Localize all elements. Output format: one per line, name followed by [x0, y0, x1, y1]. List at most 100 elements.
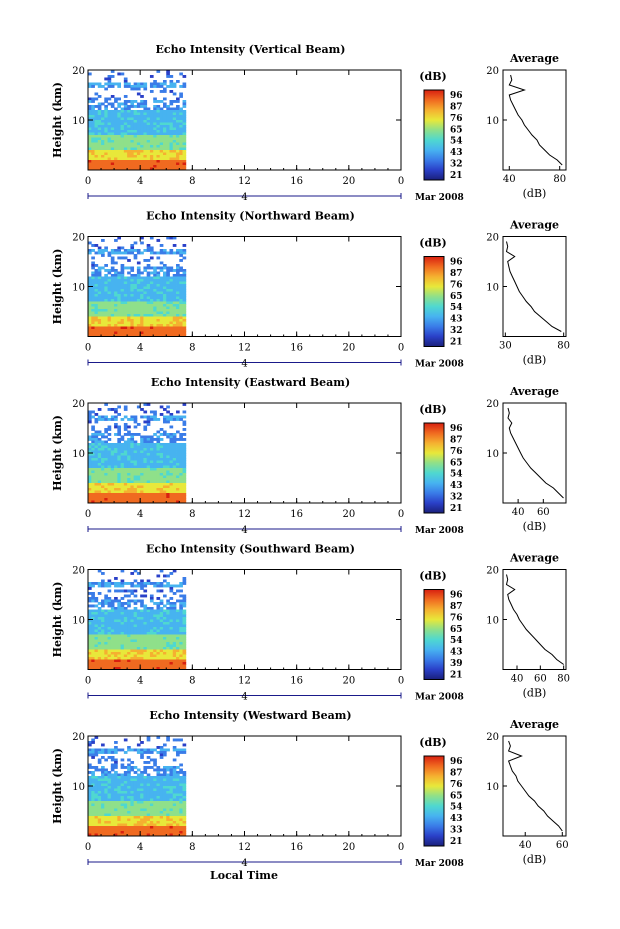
- heatmap-cell: [88, 659, 92, 663]
- heatmap-cell: [166, 107, 170, 111]
- heatmap-cell: [182, 652, 187, 655]
- heatmap-cell: [94, 301, 99, 305]
- heatmap-cell: [182, 818, 187, 822]
- heatmap-cell: [153, 276, 157, 280]
- heatmap-cell: [130, 818, 135, 822]
- heatmap-cell: [153, 157, 157, 161]
- heatmap-cell: [97, 632, 102, 635]
- heatmap-cell: [182, 155, 187, 158]
- heatmap-cell: [110, 463, 115, 466]
- heatmap-cell: [153, 294, 157, 297]
- heatmap-cell: [153, 132, 157, 136]
- heatmap-cell: [153, 445, 157, 449]
- heatmap-cell: [127, 430, 131, 434]
- heatmap-cell: [149, 120, 154, 123]
- heatmap-cell: [107, 306, 112, 310]
- heatmap-cell: [97, 612, 102, 615]
- heatmap-cell: [88, 438, 92, 441]
- heatmap-cell: [123, 281, 128, 285]
- heatmap-cell: [88, 289, 92, 292]
- heatmap-cell: [110, 488, 115, 491]
- heatmap-cell: [117, 465, 121, 469]
- heatmap-cell: [133, 448, 138, 451]
- heatmap-cell: [179, 478, 183, 481]
- heatmap-cell: [97, 500, 102, 504]
- heatmap-cell: [172, 637, 177, 640]
- heatmap-cell: [94, 319, 99, 322]
- heatmap-cell: [88, 418, 92, 421]
- heatmap-cell: [166, 319, 170, 322]
- heatmap-cell: [127, 773, 131, 777]
- heatmap-cell: [91, 291, 95, 295]
- heatmap-cell: [94, 753, 99, 757]
- heatmap-cell: [97, 125, 102, 128]
- heatmap-cell: [127, 329, 131, 332]
- heatmap-cell: [159, 321, 164, 325]
- heatmap-cell: [172, 236, 177, 240]
- heatmap-cell: [162, 463, 167, 466]
- heatmap-cell: [88, 654, 92, 658]
- heatmap-cell: [159, 584, 164, 588]
- heatmap-cell: [91, 619, 95, 623]
- heatmap-cell: [153, 637, 157, 640]
- heatmap-cell: [94, 281, 99, 285]
- heatmap-cell: [94, 654, 99, 658]
- heatmap-cell: [127, 107, 131, 111]
- heatmap-cell: [179, 642, 183, 645]
- heatmap-cell: [123, 152, 128, 156]
- heatmap-cell: [166, 301, 170, 305]
- heatmap-cell: [156, 85, 161, 88]
- heatmap-cell: [120, 498, 125, 501]
- heatmap-cell: [133, 112, 138, 116]
- heatmap-cell: [104, 105, 108, 108]
- heatmap-cell: [97, 781, 102, 784]
- heatmap-cell: [156, 142, 161, 146]
- heatmap-cell: [162, 475, 167, 479]
- heatmap-cell: [120, 246, 125, 250]
- heatmap-cell: [159, 768, 164, 772]
- heatmap-cell: [133, 249, 138, 252]
- heatmap-cell: [97, 811, 102, 814]
- heatmap-cell: [94, 639, 99, 643]
- heatmap-cell: [143, 259, 148, 262]
- heatmap-cell: [166, 120, 170, 123]
- heatmap-cell: [123, 607, 128, 610]
- heatmap-cell: [156, 828, 161, 832]
- heatmap-cell: [156, 736, 161, 739]
- heatmap-cell: [97, 788, 102, 792]
- heatmap-cell: [146, 458, 151, 461]
- heatmap-cell: [91, 771, 95, 774]
- heatmap-cell: [110, 286, 115, 290]
- heatmap-cell: [123, 286, 128, 290]
- heatmap-cell: [136, 249, 141, 252]
- heatmap-cell: [104, 246, 108, 250]
- heatmap-cell: [97, 617, 102, 620]
- heatmap-cell: [97, 748, 102, 752]
- heatmap-cell: [91, 582, 95, 585]
- heatmap-cell: [130, 415, 135, 419]
- heatmap-cell: [101, 85, 105, 88]
- heatmap-cell: [133, 617, 138, 620]
- heatmap-cell: [169, 584, 174, 588]
- heatmap-cell: [149, 157, 154, 161]
- heatmap-cell: [130, 291, 135, 295]
- heatmap-cell: [136, 279, 141, 282]
- heatmap-cell: [117, 808, 121, 812]
- heatmap-cell: [117, 458, 121, 461]
- heatmap-cell: [88, 647, 92, 650]
- heatmap-cell: [133, 425, 138, 429]
- heatmap-cell: [123, 256, 128, 260]
- heatmap-cell: [156, 746, 161, 749]
- heatmap-cell: [107, 321, 112, 325]
- heatmap-cell: [127, 657, 131, 660]
- heatmap-cell: [166, 115, 170, 118]
- heatmap-cell: [127, 828, 131, 832]
- heatmap-cell: [94, 617, 99, 620]
- heatmap-cell: [91, 428, 95, 431]
- heatmap-cell: [159, 460, 164, 464]
- heatmap-cell: [130, 609, 135, 613]
- heatmap-cell: [140, 331, 144, 335]
- heatmap-cell: [159, 82, 164, 86]
- heatmap-cell: [146, 152, 151, 156]
- heatmap-cell: [117, 614, 121, 618]
